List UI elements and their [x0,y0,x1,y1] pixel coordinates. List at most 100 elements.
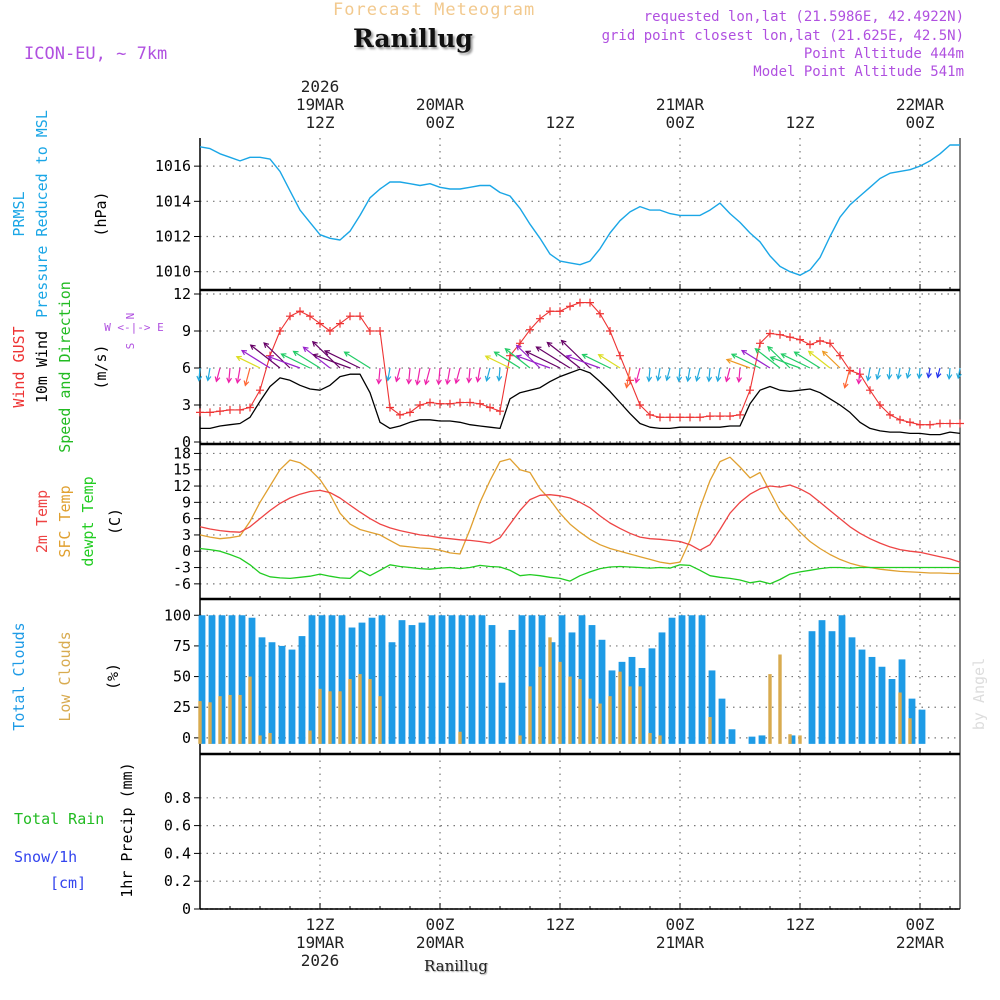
wind-arrow-head [414,379,421,386]
low-cloud-bar [898,692,902,744]
total-cloud-bar [718,698,726,744]
gust-marker [196,408,204,417]
total-cloud-bar [268,642,276,744]
wind-arrow [936,367,941,378]
wind-arrow-head [935,372,942,379]
wind-arrow-head [560,339,567,346]
gust-marker [926,420,934,429]
wind-arrow-head [842,382,849,389]
total-cloud-bar [598,639,606,744]
wind-arrow [666,367,671,381]
total-cloud-bar [288,649,296,744]
gust-marker [696,413,704,422]
low-cloud-bar [228,694,232,744]
total-cloud-bar [558,615,566,744]
y-tick-label: 100 [164,606,191,624]
total-cloud-bar [728,729,736,744]
time-label-bottom: 21MAR [656,933,705,952]
gust-marker [306,312,314,321]
wind-arrow [725,367,731,382]
gust-marker [386,403,394,412]
compass-north: N [124,313,137,320]
wind-arrow [598,354,621,369]
total-cloud-bar [858,649,866,744]
time-label-top: 12Z [546,113,575,132]
time-label-top: 00Z [666,113,695,132]
gust-marker [316,319,324,328]
total-cloud-bar [468,615,476,744]
wind-arrow-head [926,372,932,379]
wind-arrow-head [769,355,776,362]
gust-marker [686,413,694,422]
gust-marker [906,418,914,427]
wind-arrow-head [454,378,460,385]
gust-marker [566,302,574,311]
wind-arrow [708,367,711,382]
wind-arrow [268,355,301,369]
total-cloud-bar [198,615,206,744]
y-tick-label: 12 [173,285,191,303]
gust-marker [536,314,544,323]
low-cloud-bar [648,732,652,744]
time-label-bottom: 00Z [426,915,455,934]
gust-marker [256,386,264,395]
total-cloud-bar [378,615,386,744]
total-cloud-bar [658,632,666,744]
low-cloud-bar [548,637,552,744]
wind-arrow-head [323,350,330,356]
y-tick-label: 1014 [155,192,191,210]
footer-location: Ranillug [424,957,488,975]
wind-arrow-head [515,354,522,361]
total-cloud-bar [668,617,676,744]
wind-arrow [867,367,871,381]
wind-arrow [416,367,421,385]
gust-marker [936,419,944,428]
gust-marker [746,386,754,395]
total-clouds-label: Total Clouds [10,622,28,730]
time-label-bottom: 12Z [546,915,575,934]
gust-marker [326,327,334,335]
compass-west-east: W <-|-> E [104,321,164,334]
wind-arrow-head [886,373,893,381]
wind-arrow [738,367,741,382]
low-cloud-bar [658,735,662,744]
total-cloud-bar [498,682,506,744]
gust-marker [456,398,464,407]
wind-arrow-head [724,376,731,383]
low-cloud-bar [788,734,792,744]
temp-2m-label: 2m Temp [33,490,51,553]
wind-arrow-head [311,340,318,347]
wind-arrow [425,367,431,385]
wind-arrow-head [263,342,270,348]
wind-arrow-head [280,353,287,359]
total-cloud-bar [278,645,286,744]
gust-marker [776,330,784,339]
gust-marker [226,405,234,414]
time-label-top: 20MAR [416,95,465,114]
total-cloud-bar [878,666,886,744]
wind-arrow [726,359,751,369]
wind-arrow [516,345,541,369]
gust-marker [676,413,684,422]
low-cloud-bar [768,674,772,744]
total-cloud-bar [638,667,646,744]
y-tick-label: 1012 [155,228,191,246]
y-tick-label: -6 [173,575,191,593]
low-cloud-bar [518,735,522,744]
gust-marker [606,327,614,335]
gust-marker [216,407,224,416]
model-label: ICON-EU, ~ 7km [24,44,168,64]
wind-arrow [446,367,451,385]
wind-arrow [767,346,791,369]
wind-arrow-head [292,350,299,357]
low-cloud-bar [908,718,912,744]
low-cloud-bar [708,717,712,744]
total-cloud-bar [618,661,626,744]
wind-arrow [566,355,601,369]
total-cloud-bar [608,670,616,744]
wind-arrow [293,350,321,369]
wind-arrow [250,344,281,369]
wind-arrow-head [694,375,701,382]
